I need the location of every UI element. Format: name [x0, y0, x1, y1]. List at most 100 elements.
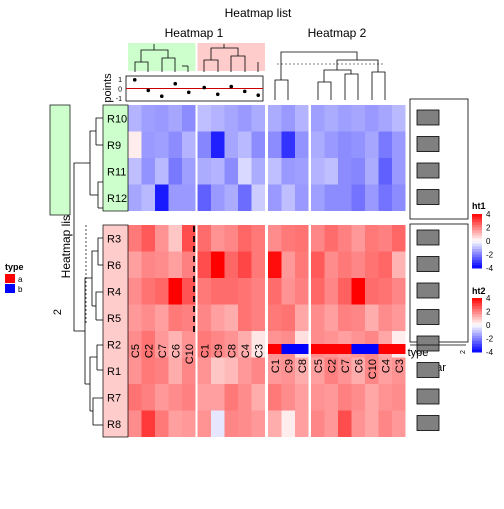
ht1-cell — [155, 304, 169, 331]
ht1-cell — [238, 158, 252, 185]
ht1-cell — [238, 278, 252, 305]
ht1-cell — [182, 331, 196, 358]
ht1-cell — [128, 131, 142, 158]
row-dendrogram-branch — [89, 356, 97, 411]
ht2-cell — [281, 105, 295, 132]
row-dendrogram-branch — [97, 181, 103, 208]
ht2-cell — [378, 105, 392, 132]
ht1-cell — [197, 184, 211, 211]
ht1-cell — [155, 278, 169, 305]
ht1-cell — [168, 357, 182, 384]
ht1-cell — [197, 331, 211, 358]
ht2-cell — [365, 158, 379, 185]
ht1-cell — [155, 410, 169, 437]
ht2-cell — [365, 278, 379, 305]
ht1-cell — [211, 105, 225, 132]
ht2-cell — [392, 357, 406, 384]
ht2-cell — [378, 278, 392, 305]
col2-dendrogram-branch — [344, 73, 359, 100]
ht2-cell — [365, 357, 379, 384]
type-annotation-cell — [295, 344, 309, 354]
ht2-cell — [295, 158, 309, 185]
ht2-cell — [324, 158, 338, 185]
ht1-cell — [141, 184, 155, 211]
ht2-cell — [268, 158, 282, 185]
ht2-cell — [351, 278, 365, 305]
ht1-cell — [251, 357, 265, 384]
ht1-cell — [211, 184, 225, 211]
legend-type-swatch — [5, 274, 15, 283]
legend-ht2-gradient — [472, 311, 482, 315]
ht2-cell — [365, 225, 379, 252]
legend-ht2-gradient — [472, 341, 482, 345]
legend-ht1-gradient — [472, 257, 482, 261]
ht2-cell — [268, 131, 282, 158]
legend-ht1-tick: -4 — [486, 264, 494, 273]
ht1-cell — [182, 251, 196, 278]
ht2-cell — [392, 105, 406, 132]
ht2-cell — [365, 304, 379, 331]
ht2-cell — [392, 131, 406, 158]
ht2-cell — [281, 410, 295, 437]
legend-ht2-tick: 0 — [486, 321, 491, 330]
type-annotation-cell — [365, 344, 379, 354]
ht1-col-label: C3 — [253, 344, 265, 358]
ht1-cell — [155, 105, 169, 132]
slice-gap — [126, 220, 412, 224]
ht2-cell — [295, 184, 309, 211]
ht1-cell — [182, 278, 196, 305]
ht1-cell — [182, 105, 196, 132]
ht2-cell — [351, 158, 365, 185]
ht2-cell — [324, 278, 338, 305]
ht2-cell — [311, 357, 325, 384]
legend-ht2-gradient — [472, 343, 482, 348]
ht2-col-label: C1 — [270, 359, 282, 373]
legend-ht1-gradient — [472, 232, 482, 237]
ht2-cell — [295, 304, 309, 331]
legend-ht2-gradient — [472, 303, 482, 307]
ht2-cell — [338, 158, 352, 185]
type-annotation-cell — [268, 344, 282, 354]
ht2-cell — [351, 384, 365, 411]
ht1-cell — [224, 184, 238, 211]
row-dendrogram-branch — [89, 130, 96, 195]
ht2-cell — [365, 131, 379, 158]
ht1-cell — [168, 384, 182, 411]
heatmap2-title: Heatmap 2 — [308, 26, 367, 40]
legend-ht1-gradient — [472, 265, 482, 269]
ht2-cell — [378, 131, 392, 158]
points-dot — [229, 84, 234, 89]
ht1-cell — [155, 251, 169, 278]
ht1-col-label: C2 — [143, 344, 155, 358]
ht2-cell — [378, 357, 392, 384]
legend-ht1-gradient — [472, 230, 482, 234]
ht1-cell — [238, 384, 252, 411]
ht1-cell — [155, 158, 169, 185]
ht1-cell — [168, 225, 182, 252]
points-tick: 1 — [118, 77, 122, 84]
ht1-cell — [211, 357, 225, 384]
ht2-cell — [295, 278, 309, 305]
ht1-cell — [251, 278, 265, 305]
legend-ht2-gradient — [472, 322, 482, 326]
ht2-cell — [295, 251, 309, 278]
ht2-cell — [268, 105, 282, 132]
ht2-cell — [365, 251, 379, 278]
ht1-cell — [238, 331, 252, 358]
ht2-cell — [351, 184, 365, 211]
ht1-cell — [168, 131, 182, 158]
ht2-cell — [324, 410, 338, 437]
ht1-cell — [211, 384, 225, 411]
ht1-cell — [224, 278, 238, 305]
ht1-cell — [155, 384, 169, 411]
row-label: R2 — [107, 339, 121, 351]
legend-ht1-gradient — [472, 224, 482, 228]
ht1-cell — [182, 384, 196, 411]
ht2-cell — [351, 304, 365, 331]
ht1-cell — [224, 331, 238, 358]
ht1-cell — [141, 158, 155, 185]
row-dendrogram-branch — [92, 397, 103, 425]
col2-dendrogram-branch — [371, 71, 386, 100]
row-label: R3 — [107, 233, 121, 245]
ht1-cell — [155, 331, 169, 358]
